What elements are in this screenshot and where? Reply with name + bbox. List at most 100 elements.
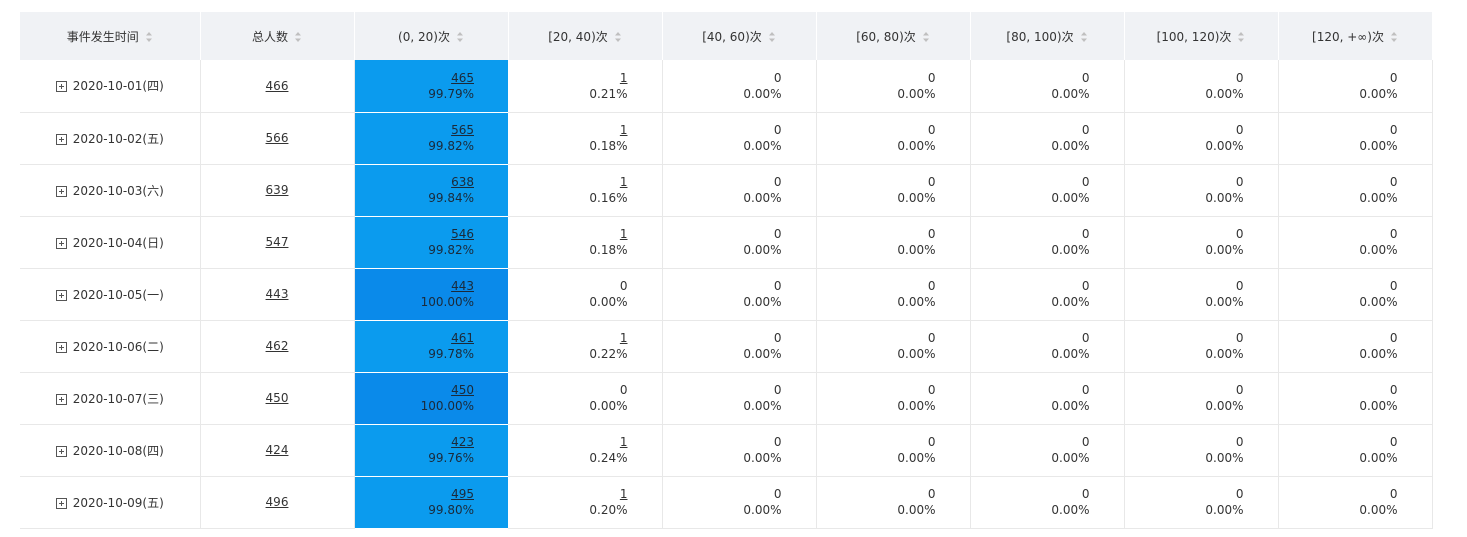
expand-button[interactable] bbox=[55, 497, 67, 509]
percent-value: 0.00% bbox=[743, 86, 782, 101]
bucket-cell: 638 99.84% bbox=[354, 164, 508, 217]
percent-value: 0.21% bbox=[589, 86, 628, 101]
count-link[interactable]: 1 bbox=[619, 487, 628, 501]
sort-button[interactable] bbox=[294, 31, 302, 43]
expand-button[interactable] bbox=[55, 445, 67, 457]
percent-value: 99.82% bbox=[428, 139, 474, 153]
expand-button[interactable] bbox=[55, 289, 67, 301]
header-label: [20, 40)次 bbox=[548, 29, 608, 44]
count-value: 0 bbox=[1235, 70, 1244, 85]
sort-button[interactable] bbox=[1237, 31, 1245, 43]
count-link[interactable]: 465 bbox=[451, 70, 474, 85]
sort-button[interactable] bbox=[614, 31, 622, 43]
bucket-cell: 0 0.00% bbox=[816, 372, 971, 425]
sort-button[interactable] bbox=[1080, 31, 1088, 43]
count-value: 0 bbox=[773, 383, 782, 397]
total-link[interactable]: 496 bbox=[265, 495, 289, 509]
header-label: (0, 20)次 bbox=[398, 29, 450, 44]
count-link[interactable]: 1 bbox=[619, 227, 628, 241]
count-link[interactable]: 423 bbox=[451, 435, 474, 449]
count-link[interactable]: 1 bbox=[619, 175, 628, 189]
count-value: 0 bbox=[773, 331, 782, 345]
count-value: 0 bbox=[1389, 123, 1398, 137]
bucket-cell: 565 99.82% bbox=[354, 112, 508, 165]
percent-value: 0.24% bbox=[589, 451, 628, 465]
expand-button[interactable] bbox=[55, 81, 67, 93]
bucket-cell: 465 99.79% bbox=[354, 60, 508, 113]
date-cell: 2020-10-05(一) bbox=[20, 268, 201, 321]
count-link[interactable]: 443 bbox=[451, 279, 474, 293]
column-header: 总人数 bbox=[200, 12, 355, 60]
total-link[interactable]: 424 bbox=[265, 443, 289, 457]
bucket-cell: 0 0.00% bbox=[1124, 424, 1279, 477]
total-cell: 443 bbox=[200, 268, 355, 321]
sort-button[interactable] bbox=[922, 31, 930, 43]
percent-value: 99.76% bbox=[428, 451, 474, 465]
bucket-cell: 1 0.18% bbox=[508, 112, 663, 165]
percent-value: 0.00% bbox=[1205, 451, 1244, 465]
bucket-cell: 0 0.00% bbox=[816, 164, 971, 217]
sort-button[interactable] bbox=[145, 31, 153, 43]
total-link[interactable]: 450 bbox=[265, 391, 289, 405]
date-cell: 2020-10-01(四) bbox=[20, 60, 201, 113]
bucket-cell: 443 100.00% bbox=[354, 268, 508, 321]
percent-value: 0.00% bbox=[1359, 86, 1398, 101]
count-link[interactable]: 1 bbox=[619, 123, 628, 137]
percent-value: 99.79% bbox=[428, 86, 474, 101]
percent-value: 0.00% bbox=[743, 191, 782, 205]
bucket-cell: 1 0.24% bbox=[508, 424, 663, 477]
count-value: 0 bbox=[1389, 279, 1398, 293]
count-value: 0 bbox=[1235, 279, 1244, 293]
count-link[interactable]: 1 bbox=[619, 435, 628, 449]
total-link[interactable]: 639 bbox=[265, 183, 289, 197]
bucket-cell: 450 100.00% bbox=[354, 372, 508, 425]
expand-button[interactable] bbox=[55, 341, 67, 353]
count-link[interactable]: 450 bbox=[451, 383, 474, 397]
expand-button[interactable] bbox=[55, 185, 67, 197]
bucket-cell: 0 0.00% bbox=[1124, 112, 1279, 165]
total-link[interactable]: 466 bbox=[265, 78, 289, 93]
header-label: [40, 60)次 bbox=[702, 29, 762, 44]
percent-value: 0.00% bbox=[1359, 399, 1398, 413]
bucket-cell: 0 0.00% bbox=[1278, 372, 1433, 425]
count-link[interactable]: 638 bbox=[451, 175, 474, 189]
expand-button[interactable] bbox=[55, 393, 67, 405]
count-link[interactable]: 565 bbox=[451, 123, 474, 137]
count-value: 0 bbox=[773, 279, 782, 293]
count-link[interactable]: 495 bbox=[451, 487, 474, 501]
total-link[interactable]: 566 bbox=[265, 131, 289, 145]
percent-value: 0.00% bbox=[743, 347, 782, 361]
count-link[interactable]: 1 bbox=[619, 331, 628, 345]
bucket-cell: 0 0.00% bbox=[1124, 268, 1279, 321]
total-cell: 450 bbox=[200, 372, 355, 425]
count-value: 0 bbox=[1389, 70, 1398, 85]
data-row: 2020-10-07(三) 450 450 100.00% 0 0.00% 0 0.00% 0 0… bbox=[20, 372, 1433, 425]
percent-value: 99.80% bbox=[428, 503, 474, 517]
count-link[interactable]: 546 bbox=[451, 227, 474, 241]
percent-value: 0.00% bbox=[897, 503, 936, 517]
header-label: 事件发生时间 bbox=[66, 29, 139, 44]
sort-button[interactable] bbox=[768, 31, 776, 43]
total-link[interactable]: 547 bbox=[265, 235, 289, 249]
count-link[interactable]: 1 bbox=[619, 70, 628, 85]
count-link[interactable]: 461 bbox=[451, 331, 474, 345]
data-row: 2020-10-03(六) 639 638 99.84% 1 0.16% 0 0.00% 0 0.… bbox=[20, 164, 1433, 217]
percent-value: 99.84% bbox=[428, 191, 474, 205]
total-cell: 547 bbox=[200, 216, 355, 269]
percent-value: 0.00% bbox=[743, 139, 782, 153]
header-label: [80, 100)次 bbox=[1006, 29, 1074, 44]
expand-button[interactable] bbox=[55, 133, 67, 145]
date-label: 2020-10-06(二) bbox=[72, 339, 164, 354]
count-value: 0 bbox=[927, 279, 936, 293]
date-cell: 2020-10-08(四) bbox=[20, 424, 201, 477]
total-link[interactable]: 462 bbox=[265, 339, 289, 353]
sort-button[interactable] bbox=[456, 31, 464, 43]
total-link[interactable]: 443 bbox=[265, 287, 289, 301]
date-cell: 2020-10-09(五) bbox=[20, 476, 201, 529]
percent-value: 0.00% bbox=[1051, 399, 1090, 413]
count-value: 0 bbox=[773, 175, 782, 189]
count-value: 0 bbox=[1389, 331, 1398, 345]
bucket-cell: 546 99.82% bbox=[354, 216, 508, 269]
expand-button[interactable] bbox=[55, 237, 67, 249]
sort-button[interactable] bbox=[1390, 31, 1398, 43]
